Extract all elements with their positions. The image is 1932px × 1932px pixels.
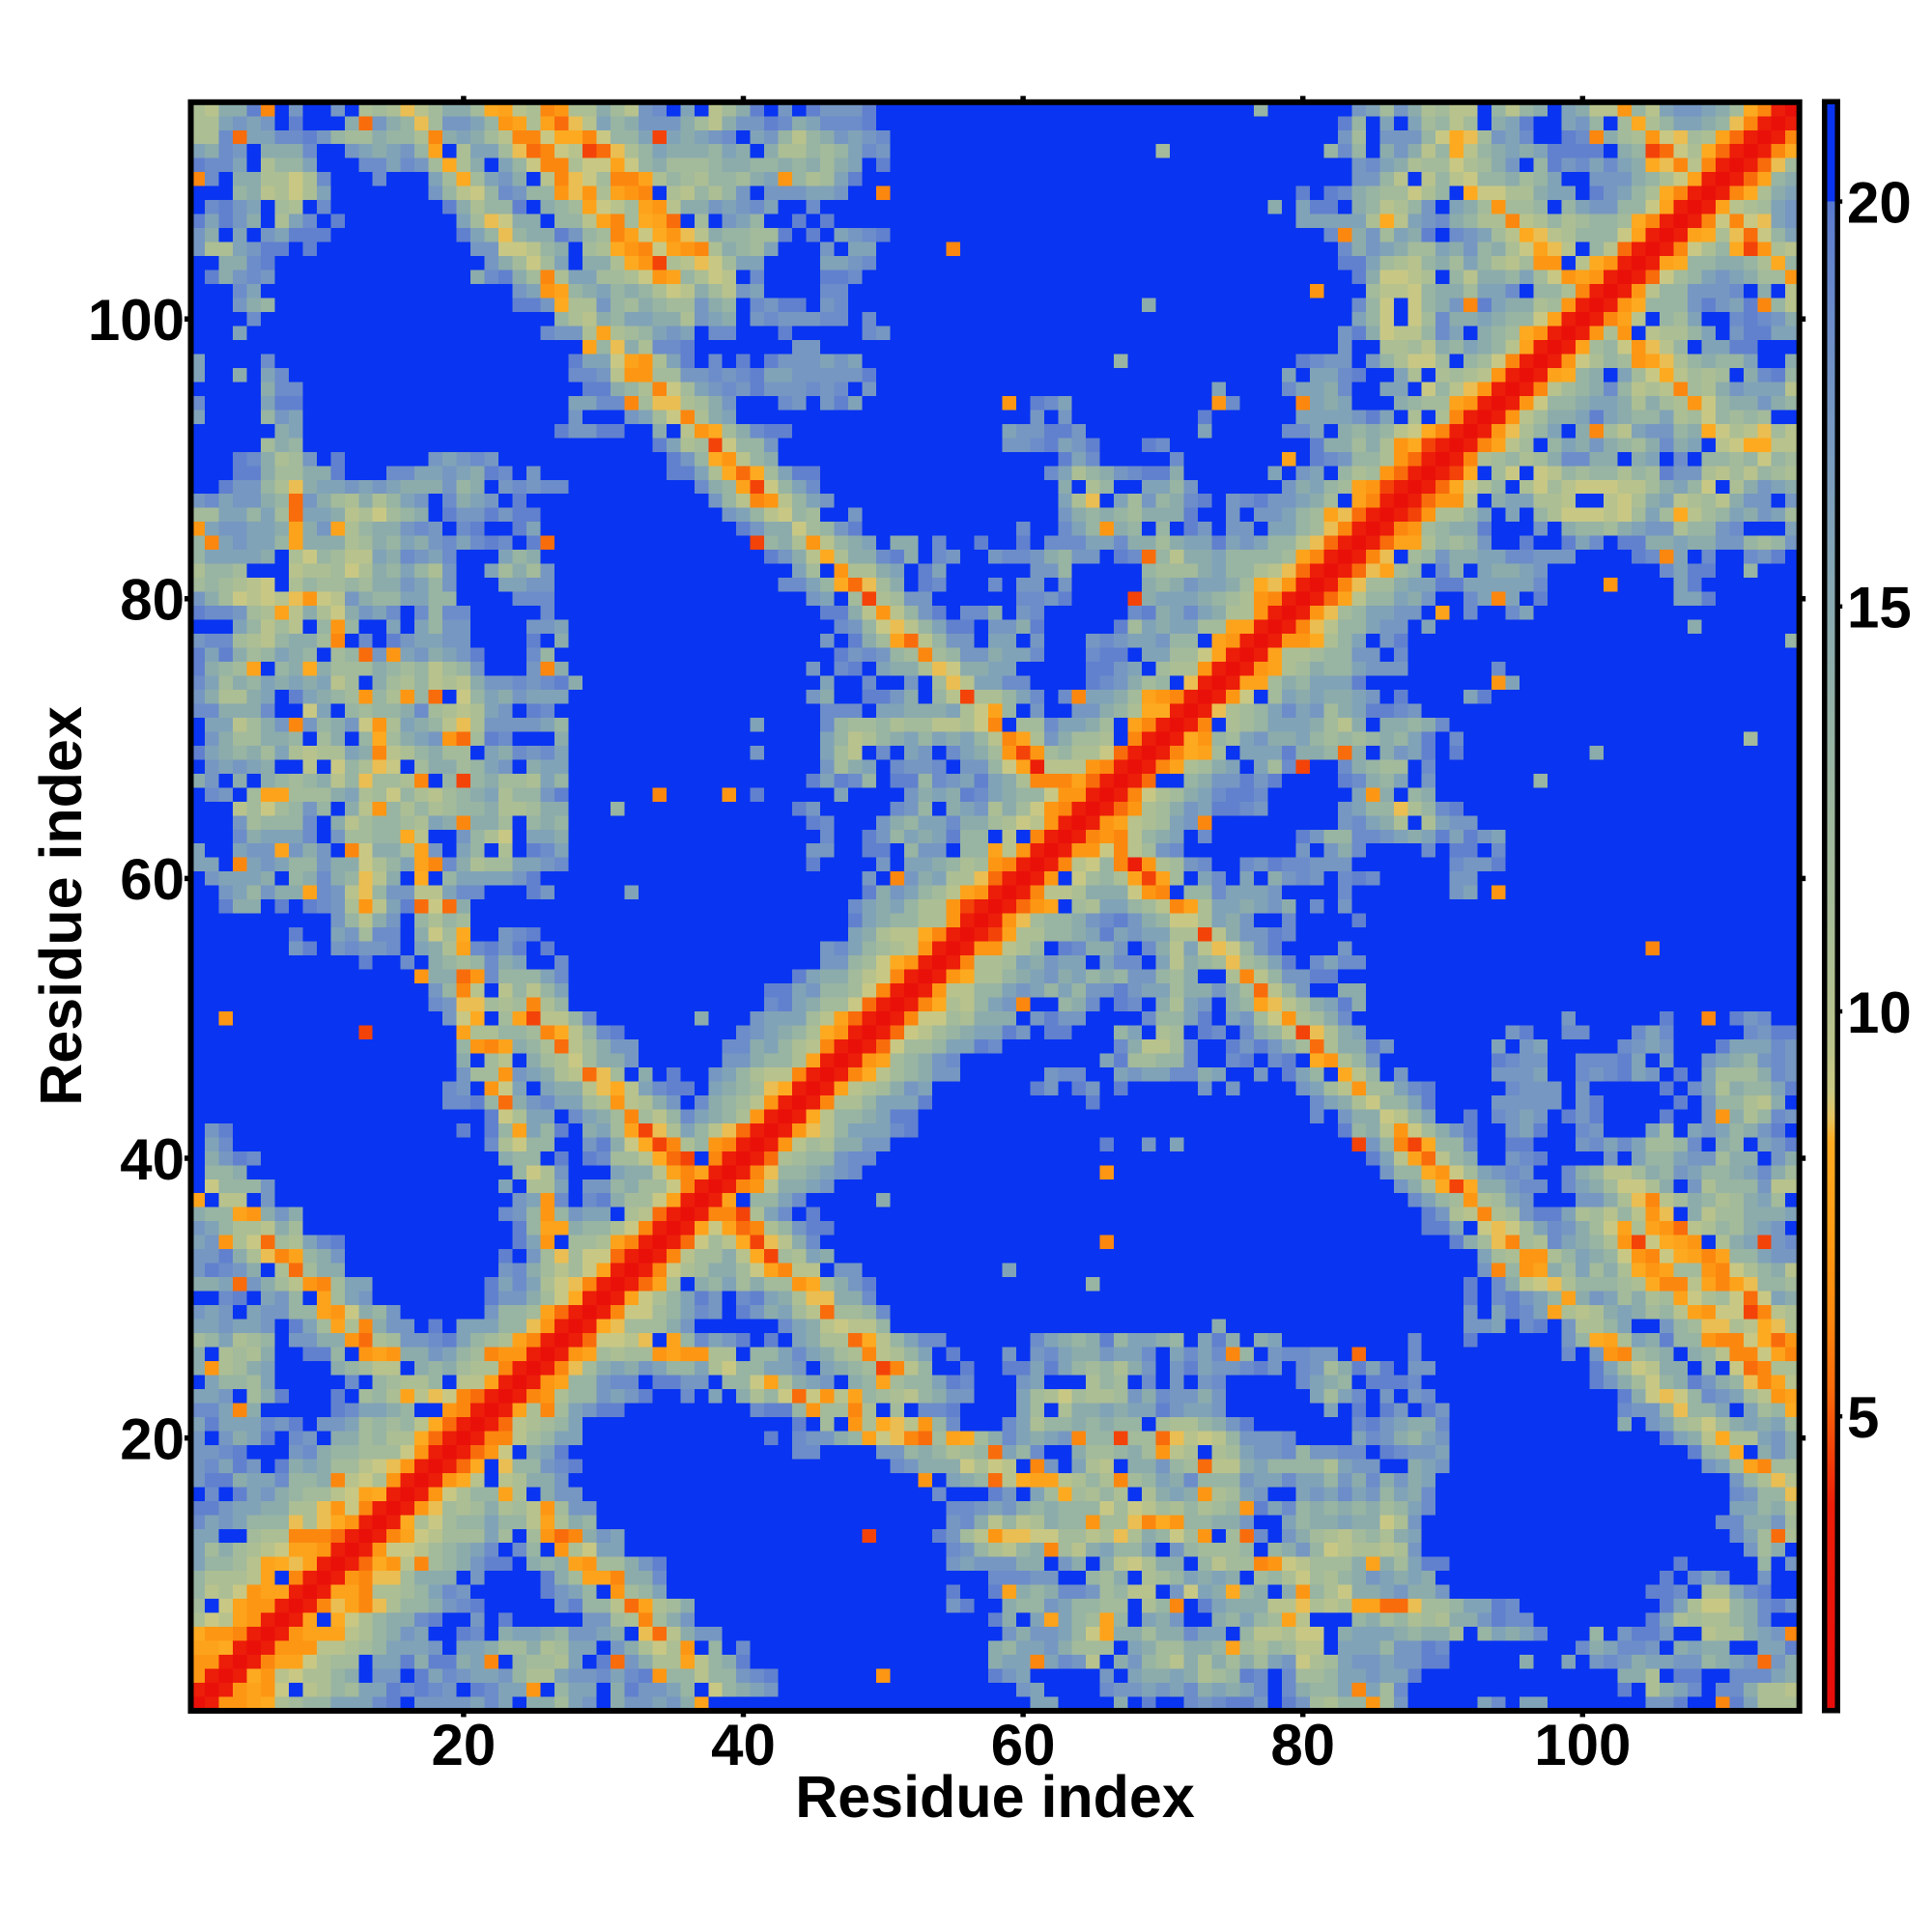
svg-text:100: 100 [1534,1713,1631,1777]
svg-text:15: 15 [1847,576,1912,640]
svg-text:80: 80 [1270,1713,1335,1777]
svg-text:20: 20 [120,1406,185,1471]
svg-text:Residue index: Residue index [28,706,94,1106]
svg-text:60: 60 [120,847,185,912]
svg-text:60: 60 [991,1713,1056,1777]
svg-text:100: 100 [88,288,185,353]
svg-text:20: 20 [432,1713,497,1777]
svg-text:Residue index: Residue index [795,1764,1195,1830]
svg-text:80: 80 [120,568,185,633]
svg-text:10: 10 [1847,980,1912,1045]
svg-text:5: 5 [1847,1385,1879,1450]
svg-text:40: 40 [711,1713,776,1777]
svg-text:40: 40 [120,1127,185,1192]
svg-text:20: 20 [1847,170,1912,235]
